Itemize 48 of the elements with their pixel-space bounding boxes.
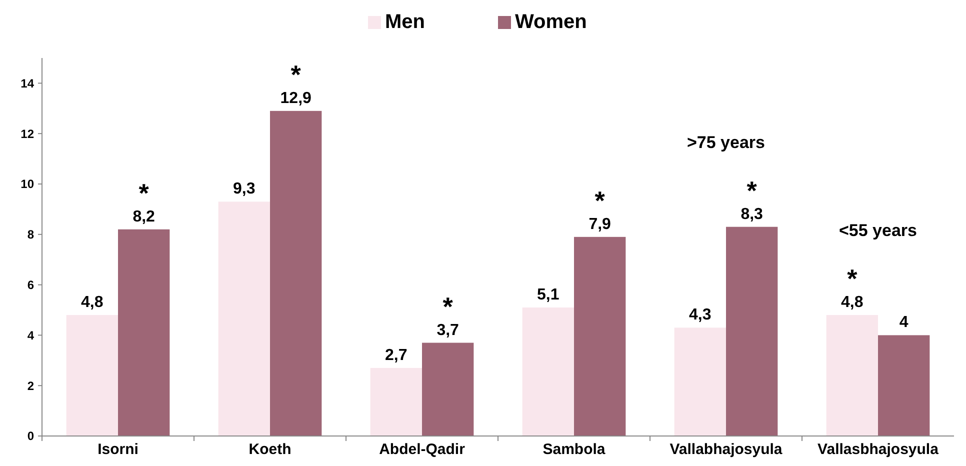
bar — [674, 328, 726, 436]
legend-label: Women — [515, 11, 587, 33]
x-tick-label: Isorni — [98, 441, 138, 458]
x-tick-label: Abdel-Qadir — [379, 441, 466, 458]
annotation: * — [847, 264, 858, 294]
bar — [118, 229, 170, 436]
bar — [66, 315, 118, 436]
annotation: * — [442, 291, 454, 322]
bar — [826, 315, 878, 436]
data-label: 4 — [899, 314, 908, 332]
legend-label: Men — [385, 11, 425, 33]
y-tick-label: 10 — [20, 177, 34, 192]
bar — [522, 307, 574, 436]
y-tick-label: 14 — [20, 76, 34, 90]
data-label: 7,9 — [588, 216, 612, 233]
y-tick-label: 8 — [27, 228, 34, 242]
annotation: <55 years — [839, 220, 917, 240]
annotation: * — [746, 175, 758, 206]
data-label: 2,7 — [385, 346, 408, 364]
data-label: 5,1 — [537, 286, 560, 304]
y-tick-label: 0 — [27, 429, 34, 444]
data-label: 12,9 — [280, 90, 312, 107]
x-tick-label: Sambola — [542, 441, 606, 458]
data-label: 9,3 — [233, 180, 256, 198]
bar — [574, 236, 626, 436]
data-label: 8,3 — [740, 206, 764, 223]
y-tick-label: 6 — [27, 278, 34, 292]
data-label: 4,8 — [841, 294, 864, 312]
bar — [878, 335, 930, 436]
y-tick-label: 12 — [20, 126, 34, 141]
y-tick-label: 2 — [27, 378, 34, 393]
annotation: * — [138, 178, 150, 208]
x-tick-label: Vallabhajosyula — [670, 441, 783, 458]
annotation: >75 years — [687, 132, 765, 152]
bar — [370, 368, 422, 436]
data-label: 8,2 — [132, 208, 156, 226]
x-tick-label: Koeth — [248, 441, 292, 458]
bar — [422, 342, 474, 436]
x-tick-label: Vallasbhajosyula — [818, 441, 940, 458]
bar — [726, 226, 778, 436]
data-label: 4,8 — [81, 294, 104, 312]
y-tick-label: 4 — [27, 328, 34, 342]
bar — [270, 110, 322, 436]
annotation: * — [594, 186, 606, 216]
bar — [218, 202, 270, 436]
data-label: 3,7 — [436, 322, 460, 339]
data-label: 4,3 — [689, 306, 712, 324]
annotation: * — [290, 60, 302, 90]
